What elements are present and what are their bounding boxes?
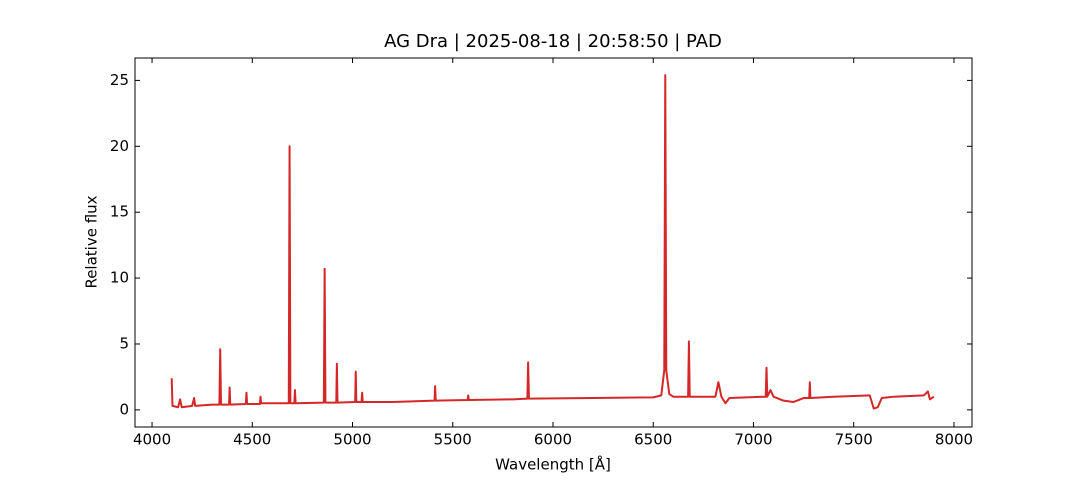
y-tick-label: 20 xyxy=(110,137,129,155)
x-tick-label: 5500 xyxy=(434,431,472,449)
y-axis-label: Relative flux xyxy=(83,195,101,288)
x-tick-label: 6500 xyxy=(634,431,672,449)
y-tick-label: 10 xyxy=(110,269,129,287)
y-tick-label: 25 xyxy=(110,71,129,89)
x-tick-label: 4000 xyxy=(133,431,171,449)
x-axis-label: Wavelength [Å] xyxy=(495,455,611,474)
x-tick-label: 4500 xyxy=(233,431,271,449)
x-tick-label: 7000 xyxy=(734,431,772,449)
y-tick-label: 15 xyxy=(110,203,129,221)
x-tick-label: 5000 xyxy=(333,431,371,449)
x-tick-label: 7500 xyxy=(835,431,873,449)
y-tick-label: 5 xyxy=(119,334,129,352)
y-tick-label: 0 xyxy=(119,400,129,418)
spectrum-line xyxy=(170,74,935,410)
plot-frame xyxy=(134,57,973,428)
chart-title: AG Dra | 2025-08-18 | 20:58:50 | PAD xyxy=(384,31,722,52)
x-tick-label: 8000 xyxy=(935,431,973,449)
x-tick-label: 6000 xyxy=(534,431,572,449)
